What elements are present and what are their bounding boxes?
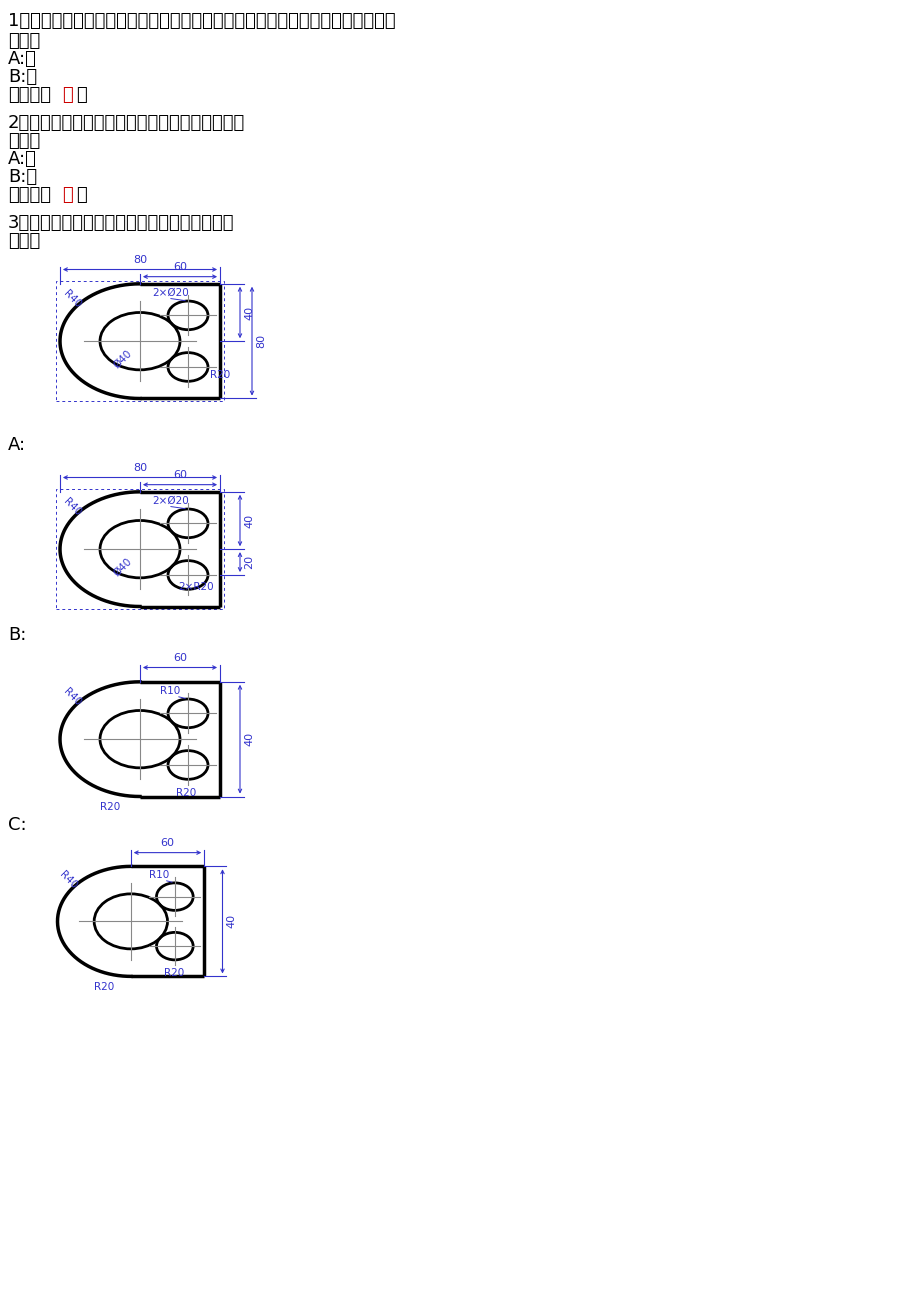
Text: C:: C: (8, 816, 27, 835)
Text: 80: 80 (132, 464, 147, 473)
Text: R20: R20 (94, 982, 114, 992)
Text: 错: 错 (62, 86, 73, 104)
Text: 40: 40 (244, 513, 254, 527)
Text: 40: 40 (244, 306, 254, 319)
Text: 选项：: 选项： (8, 232, 40, 250)
Text: R40: R40 (62, 496, 83, 518)
Text: 80: 80 (255, 335, 266, 348)
Text: 2×Ø20: 2×Ø20 (152, 496, 188, 506)
Text: Ø40: Ø40 (112, 556, 134, 578)
Text: 选项：: 选项： (8, 132, 40, 150)
Text: R10: R10 (160, 686, 180, 697)
Text: B:错: B:错 (8, 68, 37, 86)
Text: Ø40: Ø40 (112, 349, 134, 371)
Text: A:对: A:对 (8, 150, 37, 168)
Text: 80: 80 (132, 255, 147, 266)
Text: 60: 60 (173, 470, 187, 480)
Bar (56, 490, 223, 609)
Text: R20: R20 (210, 370, 230, 380)
Text: 2×Ø20: 2×Ø20 (152, 288, 188, 298)
Text: 40: 40 (226, 914, 236, 928)
Text: 】: 】 (76, 86, 86, 104)
Text: A:对: A:对 (8, 49, 37, 68)
Text: R20: R20 (176, 788, 196, 798)
Text: 错: 错 (62, 186, 73, 204)
Text: R40: R40 (62, 288, 83, 310)
Text: 选项：: 选项： (8, 33, 40, 49)
Text: 20: 20 (244, 555, 254, 569)
Text: R40: R40 (58, 870, 79, 891)
Text: 60: 60 (173, 263, 187, 272)
Bar (56, 281, 223, 401)
Text: 答案：【: 答案：【 (8, 186, 51, 204)
Text: 3、问题：平面图形的尺寸标注正确的是（）。: 3、问题：平面图形的尺寸标注正确的是（）。 (8, 214, 234, 232)
Text: 1、问题：比例是指图样中图形与其实物相应要素尺寸之比，它适用于各类尺寸。: 1、问题：比例是指图样中图形与其实物相应要素尺寸之比，它适用于各类尺寸。 (8, 12, 395, 30)
Text: R40: R40 (62, 686, 83, 707)
Text: 60: 60 (160, 838, 175, 849)
Text: R20: R20 (100, 802, 120, 812)
Text: 2×R20: 2×R20 (177, 582, 213, 592)
Text: R10: R10 (149, 870, 169, 880)
Text: A:: A: (8, 436, 26, 454)
Text: 60: 60 (173, 654, 187, 663)
Text: 答案：【: 答案：【 (8, 86, 51, 104)
Text: 】: 】 (76, 186, 86, 204)
Text: 40: 40 (244, 732, 254, 746)
Text: B:: B: (8, 626, 27, 644)
Text: B:错: B:错 (8, 168, 37, 186)
Text: 2、问题：尺寸标注中所注尺寸数値为画图尺寸。: 2、问题：尺寸标注中所注尺寸数値为画图尺寸。 (8, 115, 245, 132)
Text: R20: R20 (164, 969, 184, 978)
